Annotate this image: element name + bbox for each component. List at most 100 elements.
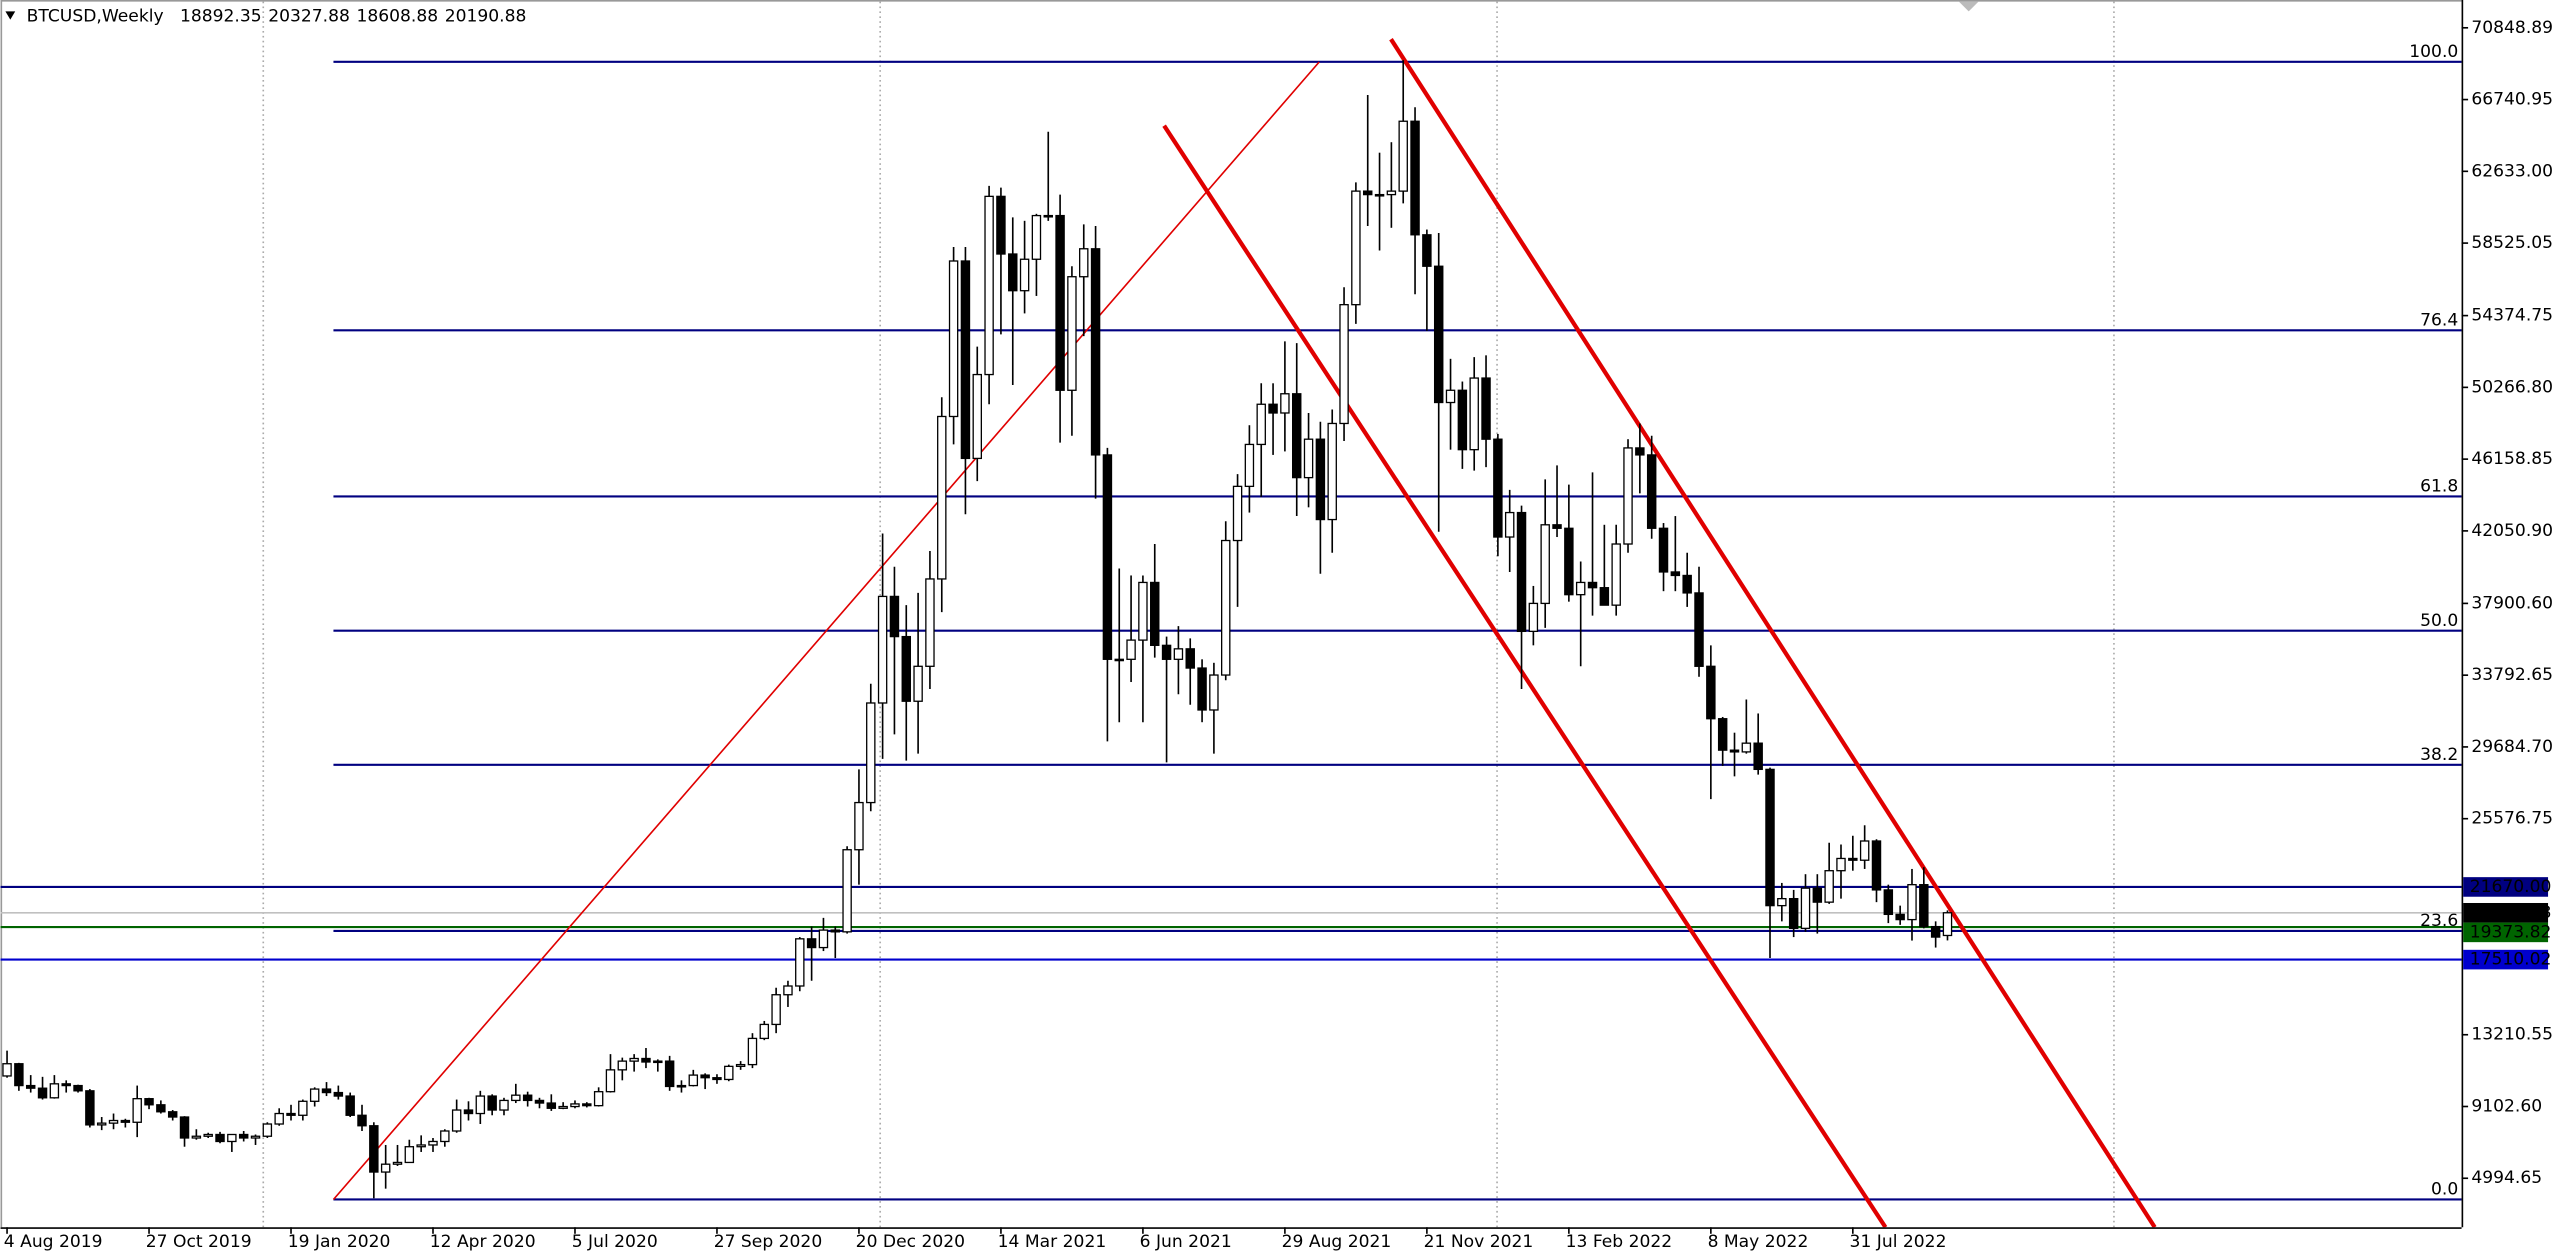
y-tick-label: 58525.05 — [2471, 233, 2553, 253]
channel-line — [1389, 38, 2157, 1229]
candle-body — [1079, 248, 1089, 278]
candle-body — [1150, 581, 1160, 646]
candle-body — [558, 1105, 568, 1109]
candle-body — [1777, 897, 1787, 907]
candle-body — [605, 1069, 616, 1093]
candle-body — [1067, 276, 1077, 391]
candle-body — [179, 1116, 190, 1139]
x-tick-label: 6 Jun 2021 — [1140, 1232, 1232, 1252]
candle-body — [1161, 644, 1172, 660]
price-label: 20190.88 — [2470, 903, 2552, 923]
candle-body — [333, 1091, 344, 1097]
trend-line — [332, 61, 1320, 1201]
candle-body — [404, 1146, 415, 1164]
y-tick-label: 33792.65 — [2471, 665, 2553, 685]
candle-body — [156, 1104, 166, 1113]
candle-body — [629, 1057, 639, 1062]
candle-body — [617, 1060, 628, 1071]
candle-body — [972, 373, 982, 460]
candle-body — [511, 1094, 521, 1102]
x-tick-label: 4 Aug 2019 — [4, 1232, 103, 1252]
candle-body — [1173, 648, 1184, 660]
candle-body — [309, 1088, 320, 1102]
candle-body — [1043, 214, 1053, 218]
candle-body — [1706, 665, 1716, 720]
candle-body — [676, 1084, 687, 1088]
x-tick-label: 20 Dec 2020 — [856, 1232, 965, 1252]
candle-body — [1741, 742, 1752, 753]
candle-body — [191, 1135, 202, 1139]
candle-body — [1871, 840, 1882, 891]
candle-body — [937, 415, 947, 580]
candle-body — [546, 1102, 557, 1109]
price-label-box — [2463, 877, 2549, 897]
fib-label: 50.0 — [2420, 611, 2458, 631]
candle-body — [1327, 422, 1337, 521]
candle-body — [49, 1083, 60, 1099]
candle-body — [499, 1099, 509, 1111]
y-tick-label: 25576.75 — [2471, 809, 2553, 829]
candle-body — [948, 260, 959, 418]
candle-body — [1729, 749, 1740, 753]
x-tick-label: 12 Apr 2020 — [430, 1232, 536, 1252]
candle-body — [96, 1122, 107, 1126]
candle-body — [215, 1133, 225, 1143]
candle-body — [1291, 393, 1302, 479]
candle-body — [582, 1103, 592, 1107]
candle-body — [996, 195, 1006, 255]
candle-body — [1848, 857, 1858, 861]
candle-body — [357, 1114, 367, 1127]
candle-body — [1895, 913, 1905, 921]
candle-body — [1930, 925, 1941, 938]
candle-body — [724, 1065, 734, 1081]
candle-body — [1919, 884, 1929, 928]
candle-body — [463, 1109, 474, 1115]
price-axis-bg — [2461, 0, 2560, 1255]
levels: 100.0 76.4 61.8 50.0 38.2 23.6 0.0 — [0, 42, 2462, 1201]
menu-arrow — [5, 11, 16, 20]
candle-body — [85, 1090, 95, 1126]
price-label-box — [2463, 922, 2549, 943]
candle-body — [1280, 393, 1290, 414]
candle-body — [1433, 265, 1444, 404]
candle-body — [1457, 389, 1468, 451]
candle-body — [1362, 190, 1373, 196]
candle-body — [806, 938, 817, 949]
candle-body — [960, 260, 971, 460]
candle-body — [830, 929, 841, 933]
candle-body — [1623, 447, 1633, 545]
candle-body — [1694, 592, 1704, 667]
candle-body — [1339, 304, 1349, 425]
candle-body — [1138, 581, 1148, 641]
candle-body — [1859, 840, 1870, 861]
candle-body — [1493, 438, 1503, 538]
y-tick-label: 66740.95 — [2471, 90, 2553, 110]
fib-label: 61.8 — [2420, 477, 2458, 497]
candle-body — [1422, 234, 1432, 267]
candle-body — [203, 1133, 213, 1137]
price-label-box — [2463, 949, 2549, 970]
candle-body — [1410, 120, 1420, 236]
candle-body — [1824, 870, 1834, 903]
candle-body — [321, 1088, 332, 1094]
x-tick-label: 31 Jul 2022 — [1850, 1232, 1947, 1252]
candle-body — [901, 635, 912, 702]
candle-body — [345, 1095, 355, 1116]
candle-body — [1481, 377, 1491, 440]
candle-body — [73, 1084, 83, 1092]
candle-body — [889, 595, 900, 638]
candle-body — [1114, 658, 1124, 662]
candle-body — [475, 1095, 486, 1115]
candle-body — [440, 1130, 450, 1143]
candle-body — [1836, 857, 1846, 872]
candle-body — [428, 1140, 438, 1146]
candle-body — [783, 985, 793, 996]
candle-body — [1351, 190, 1361, 306]
candle-body — [1268, 403, 1278, 414]
candle-body — [641, 1057, 651, 1063]
candle-body — [771, 994, 781, 1026]
price-label-box — [2463, 902, 2549, 923]
candle-body — [1611, 543, 1621, 606]
candle-body — [1670, 571, 1681, 577]
candle-body — [1374, 193, 1385, 197]
